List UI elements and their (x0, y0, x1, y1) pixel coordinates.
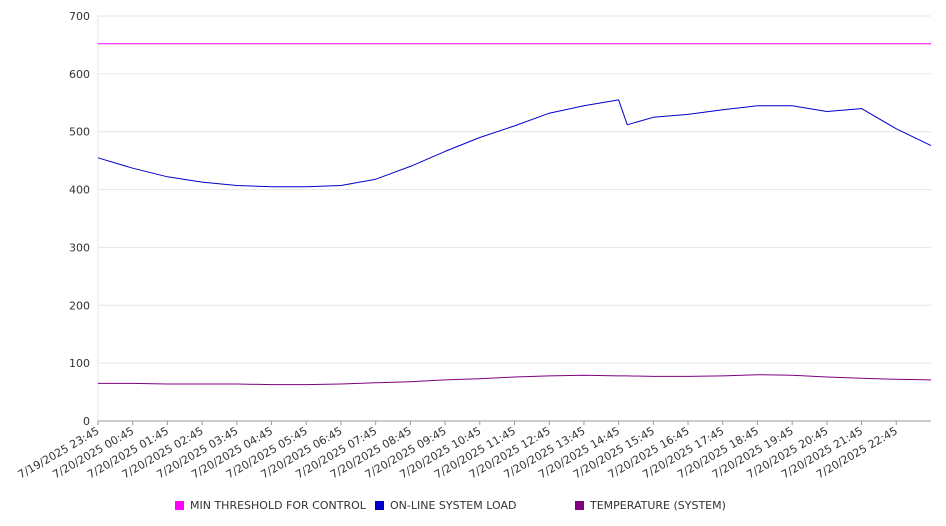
y-axis-ticks: 0 100 200 300 400 500 600 700 (69, 10, 90, 428)
legend-item-temperature[interactable]: TEMPERATURE (SYSTEM) (575, 499, 726, 512)
legend: MIN THRESHOLD FOR CONTROL ON-LINE SYSTEM… (0, 499, 946, 513)
legend-swatch-temperature (575, 501, 584, 510)
legend-label-min-threshold: MIN THRESHOLD FOR CONTROL (190, 499, 366, 512)
y-tick-label: 200 (69, 299, 90, 312)
y-tick-label: 0 (83, 415, 90, 428)
y-tick-label: 600 (69, 68, 90, 81)
y-tick-label: 100 (69, 357, 90, 370)
legend-swatch-online-system-load (375, 501, 384, 510)
y-tick-label: 500 (69, 126, 90, 139)
y-tick-label: 300 (69, 241, 90, 254)
legend-item-min-threshold[interactable]: MIN THRESHOLD FOR CONTROL (175, 499, 366, 512)
y-tick-label: 700 (69, 10, 90, 23)
y-tick-label: 400 (69, 184, 90, 197)
gridlines (97, 15, 931, 422)
x-axis-ticks: 7/19/2025 23:457/20/2025 00:457/20/2025 … (16, 421, 900, 481)
legend-swatch-min-threshold (175, 501, 184, 510)
legend-item-online-system-load[interactable]: ON-LINE SYSTEM LOAD (375, 499, 516, 512)
series-lines (97, 43, 932, 386)
legend-label-temperature: TEMPERATURE (SYSTEM) (590, 499, 726, 512)
series-line-temperature-system[interactable] (98, 374, 932, 386)
series-line-on-line-system-load[interactable] (97, 99, 932, 188)
legend-label-online-system-load: ON-LINE SYSTEM LOAD (390, 499, 517, 512)
